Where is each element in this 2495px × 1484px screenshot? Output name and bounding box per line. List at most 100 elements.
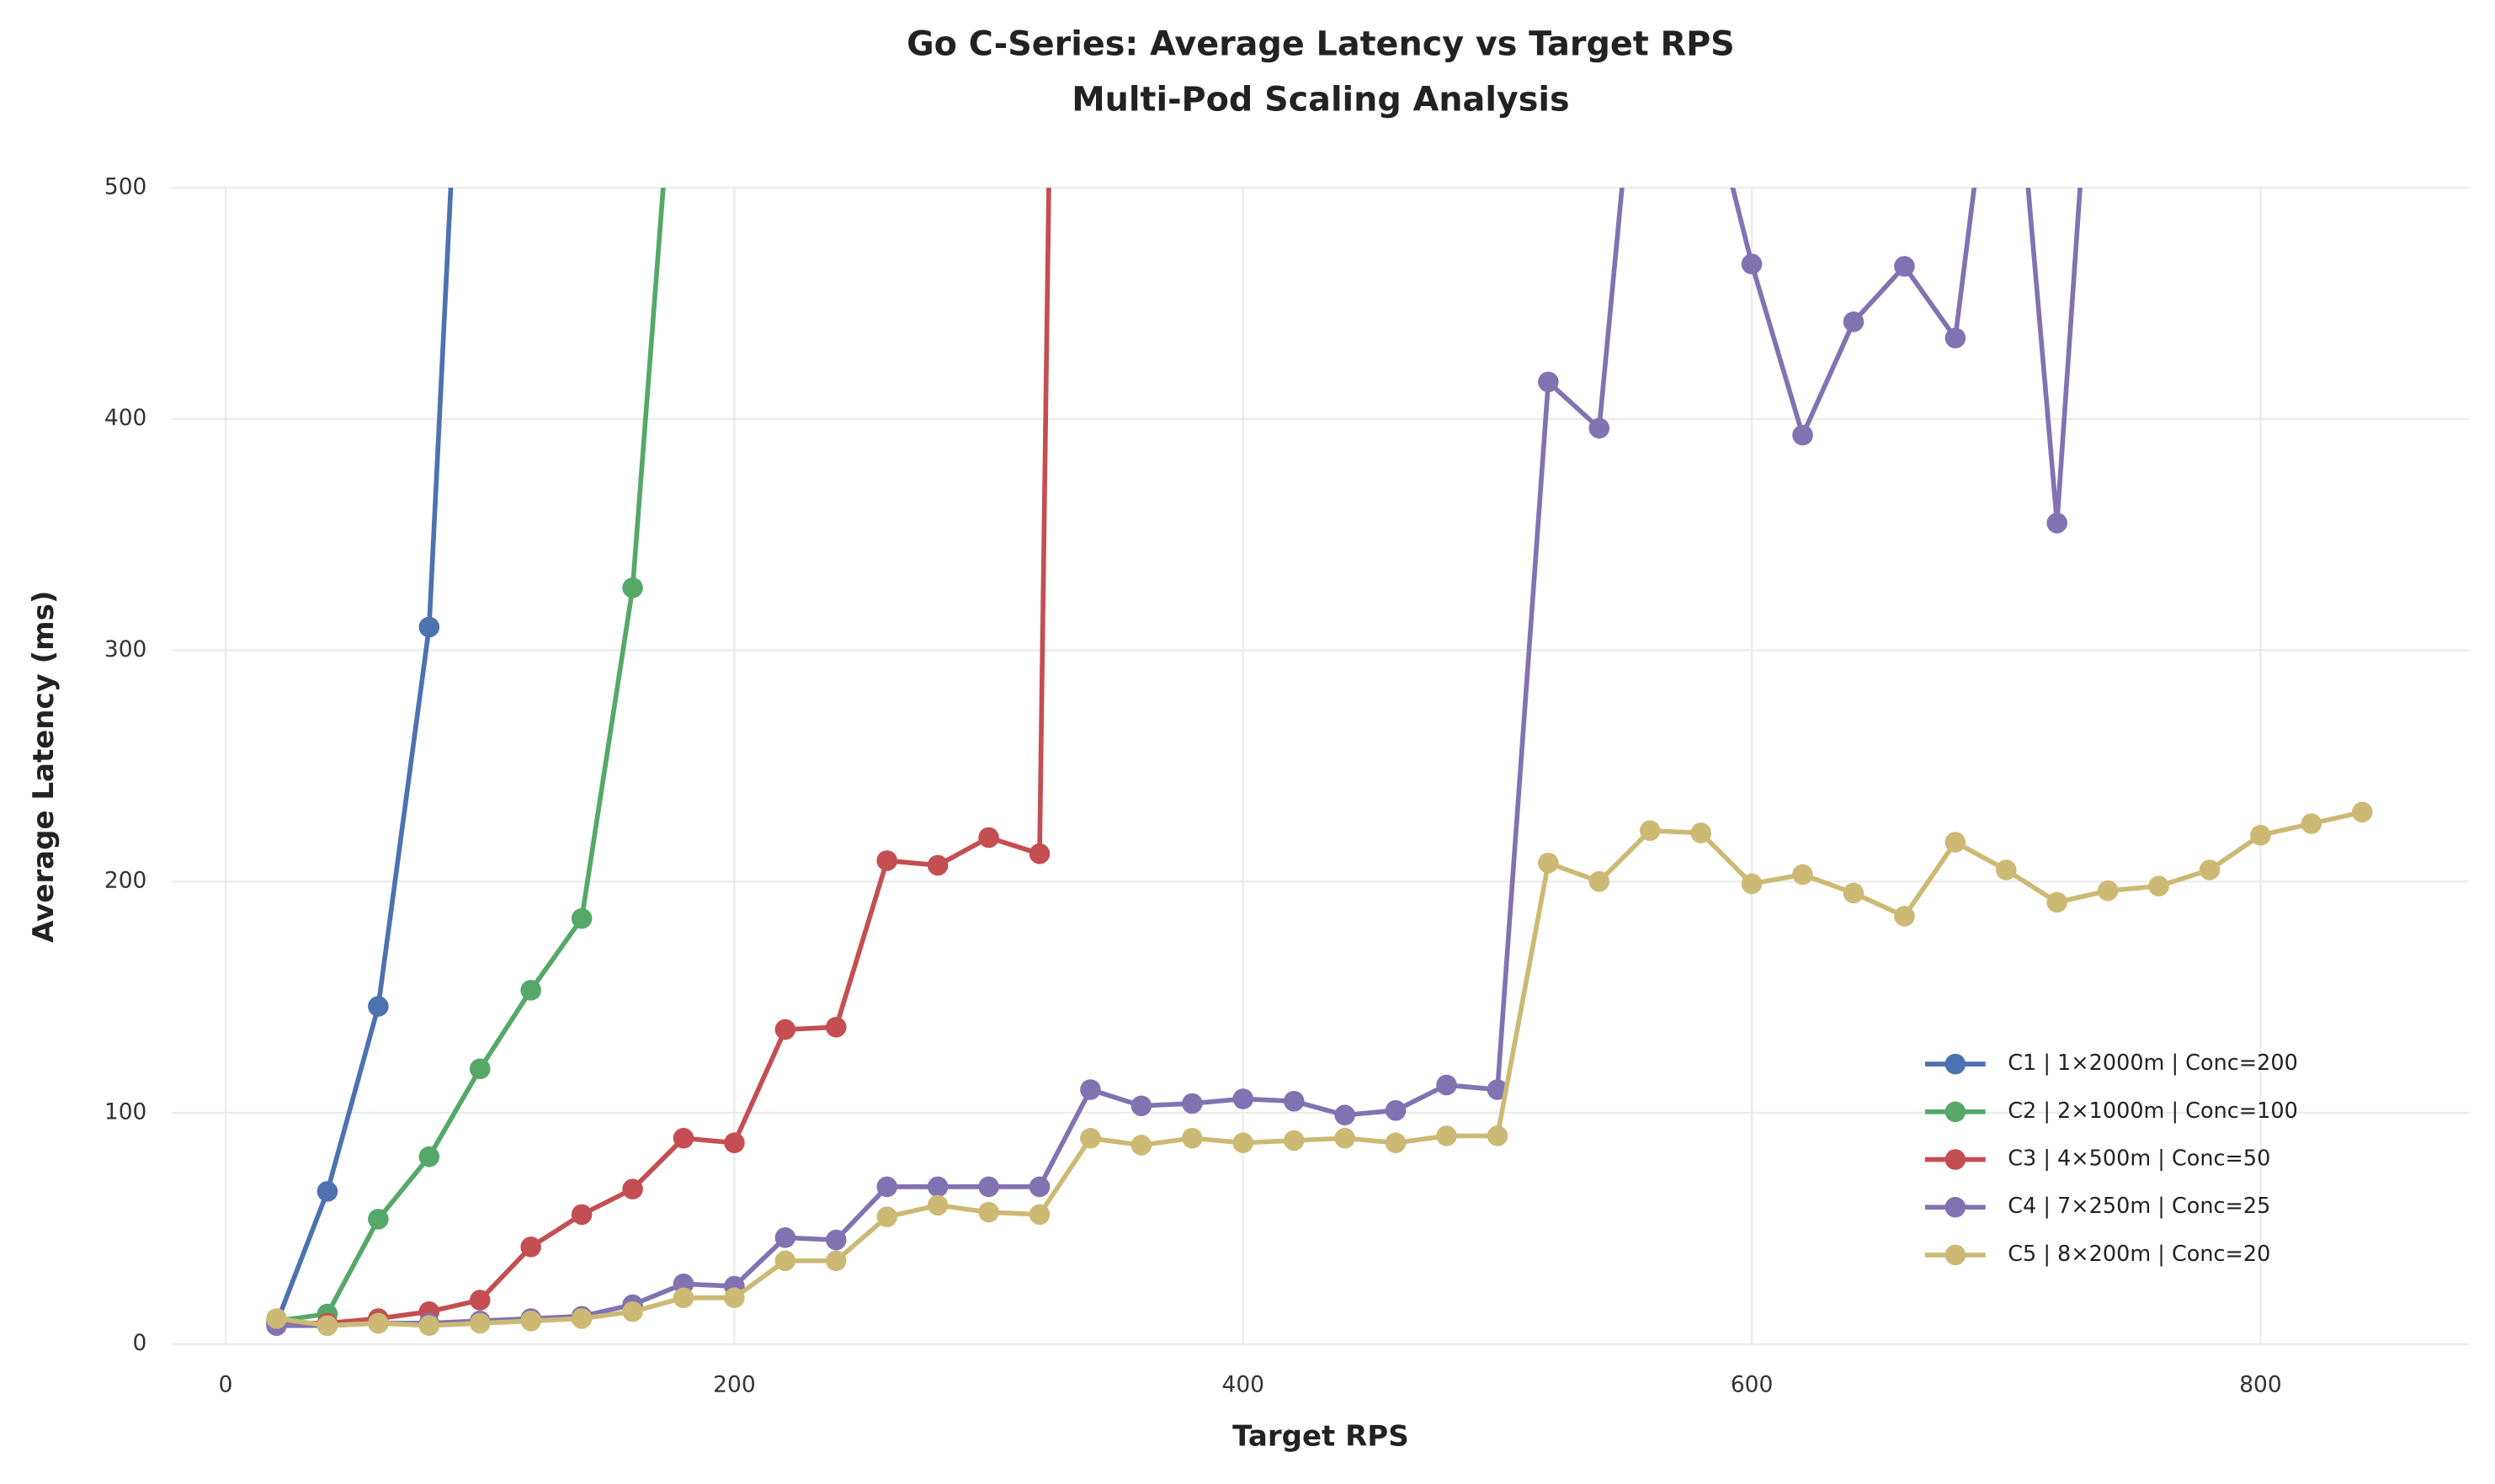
data-point — [1741, 253, 1763, 274]
data-point — [673, 1127, 694, 1149]
x-tick-label: 400 — [1222, 1371, 1264, 1397]
data-point — [2046, 513, 2067, 534]
legend-label: C2 | 2×1000m | Conc=100 — [2008, 1098, 2298, 1124]
data-point — [368, 1312, 389, 1334]
data-point — [1843, 882, 1865, 904]
data-point — [876, 850, 898, 871]
data-point — [826, 1250, 847, 1272]
chart-title: Go C-Series: Average Latency vs Target R… — [907, 24, 1735, 63]
data-point — [826, 1017, 847, 1038]
legend-label: C4 | 7×250m | Conc=25 — [2008, 1194, 2270, 1219]
data-point — [317, 1181, 338, 1202]
data-point — [1334, 1127, 1355, 1149]
data-point — [1538, 371, 1559, 393]
data-point — [622, 1178, 643, 1199]
data-point — [876, 1206, 898, 1227]
series-line — [276, 187, 666, 1324]
data-point — [1283, 1090, 1305, 1112]
data-point — [368, 996, 389, 1017]
data-point — [1538, 852, 1559, 874]
data-point — [774, 1019, 796, 1040]
data-point — [418, 1146, 440, 1168]
data-point — [1792, 864, 1813, 886]
data-point — [622, 577, 643, 598]
data-point — [774, 1227, 796, 1248]
data-point — [1080, 1079, 1101, 1100]
y-tick-label: 0 — [133, 1330, 147, 1356]
data-point — [1436, 1074, 1457, 1096]
data-point — [1232, 1132, 1254, 1153]
legend-marker — [1944, 1053, 1966, 1075]
data-point — [469, 1290, 491, 1311]
data-point — [1182, 1127, 1203, 1149]
y-tick-label: 200 — [104, 868, 146, 894]
data-point — [571, 1308, 593, 1329]
series-line — [276, 187, 2083, 1328]
y-tick-label: 400 — [104, 405, 146, 431]
data-point — [978, 1176, 999, 1198]
data-point — [2250, 824, 2271, 846]
data-point — [2352, 801, 2373, 823]
legend-label: C5 | 8×200m | Conc=20 — [2008, 1242, 2270, 1267]
data-point — [418, 616, 440, 638]
x-tick-label: 800 — [2239, 1371, 2281, 1397]
data-point — [724, 1287, 745, 1309]
data-point — [1487, 1125, 1508, 1146]
data-point — [1080, 1127, 1101, 1149]
data-point — [1588, 418, 1610, 439]
data-point — [1639, 820, 1661, 842]
data-point — [1843, 311, 1865, 332]
data-point — [1436, 1125, 1457, 1146]
data-point — [1130, 1135, 1152, 1156]
legend-marker — [1944, 1244, 1966, 1266]
series-line — [276, 187, 1051, 1326]
data-point — [673, 1287, 694, 1309]
data-point — [469, 1058, 491, 1080]
data-point — [368, 1209, 389, 1230]
data-point — [1944, 832, 1966, 853]
data-point — [2097, 880, 2119, 902]
data-point — [2046, 891, 2067, 913]
legend: C1 | 1×2000m | Conc=200 C2 | 2×1000m | Co… — [1924, 1051, 2298, 1267]
data-point — [876, 1176, 898, 1198]
data-point — [1894, 906, 1915, 927]
data-point — [1334, 1104, 1355, 1125]
data-point — [1792, 424, 1813, 446]
chart-subtitle: Multi-Pod Scaling Analysis — [1072, 80, 1569, 119]
legend-marker — [1944, 1196, 1966, 1218]
data-point — [774, 1250, 796, 1272]
data-point — [2199, 859, 2221, 880]
data-point — [927, 854, 949, 876]
data-point — [1690, 822, 1711, 843]
x-tick-label: 0 — [219, 1371, 233, 1397]
data-point — [469, 1312, 491, 1334]
legend-marker — [1944, 1101, 1966, 1123]
data-point — [2148, 875, 2169, 896]
data-point — [927, 1194, 949, 1216]
x-tick-label: 200 — [713, 1371, 755, 1397]
data-point — [571, 907, 593, 929]
data-point — [978, 1201, 999, 1223]
data-point — [826, 1229, 847, 1251]
data-point — [571, 1204, 593, 1226]
y-tick-label: 500 — [104, 173, 146, 199]
data-point — [1029, 1204, 1051, 1226]
data-point — [1385, 1132, 1407, 1153]
x-axis-label: Target RPS — [1232, 1420, 1409, 1454]
data-point — [520, 1310, 541, 1332]
plot-area — [266, 187, 2373, 1337]
data-point — [1182, 1093, 1203, 1114]
y-tick-label: 300 — [104, 636, 146, 662]
data-point — [1283, 1130, 1305, 1152]
data-point — [1385, 1099, 1407, 1121]
legend-label: C3 | 4×500m | Conc=50 — [2008, 1146, 2270, 1172]
data-point — [317, 1315, 338, 1337]
y-axis-label: Average Latency (ms) — [27, 591, 61, 943]
data-point — [1130, 1095, 1152, 1117]
data-point — [1487, 1079, 1508, 1100]
data-point — [927, 1176, 949, 1198]
data-point — [2301, 813, 2322, 834]
data-point — [724, 1132, 745, 1153]
x-tick-label: 600 — [1731, 1371, 1773, 1397]
data-point — [1894, 256, 1915, 277]
